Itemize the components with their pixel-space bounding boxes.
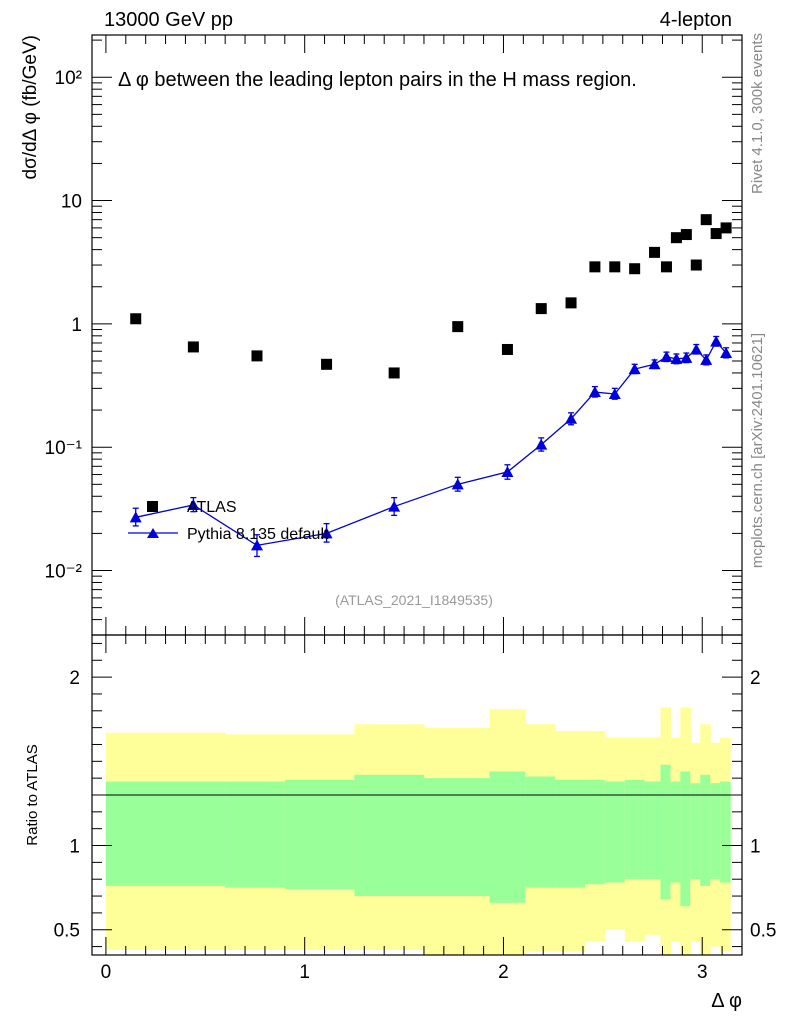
- ratio-green-band: [624, 779, 646, 880]
- y-tick-label: 10: [61, 192, 82, 213]
- ratio-tick-label-right: 1: [750, 837, 761, 858]
- ratio-green-band: [710, 783, 721, 880]
- x-tick-label: 1: [299, 962, 310, 983]
- ratio-tick-label-left: 2: [69, 668, 80, 689]
- pythia-point: [501, 465, 514, 477]
- axis-tick-labels: 0 1 2 3 10⁻² 10⁻¹ 1 10 10² 0.5 0.5 1 1 2 2: [45, 68, 777, 983]
- atlas-point: [720, 222, 732, 234]
- ratio-green-band: [225, 781, 286, 888]
- atlas-point: [670, 232, 682, 244]
- atlas-point: [690, 259, 702, 271]
- legend-atlas-label: ATLAS: [187, 499, 237, 516]
- pythia-point: [187, 498, 200, 510]
- legend-pythia-label: Pythia 8.135 default: [187, 526, 329, 543]
- ratio-tick-label-left: 0.5: [54, 921, 80, 942]
- pythia-point: [565, 412, 578, 424]
- y-axis-label: dσ/dΔ φ (fb/GeV): [20, 35, 41, 179]
- ratio-green-band: [720, 781, 731, 883]
- atlas-point: [660, 261, 672, 273]
- pythia-point: [320, 527, 333, 539]
- legend-pythia-marker: [147, 528, 159, 538]
- pythia-point: [710, 335, 723, 347]
- atlas-series: [130, 214, 732, 379]
- atlas-point: [589, 261, 601, 273]
- analysis-id: (ATLAS_2021_I1849535): [335, 592, 493, 608]
- x-tick-label: 3: [697, 962, 708, 983]
- atlas-point: [565, 297, 577, 309]
- atlas-point: [629, 263, 641, 275]
- ratio-tick-label-left: 1: [69, 837, 80, 858]
- ratio-green-band: [670, 781, 681, 883]
- ratio-bands: [105, 707, 731, 955]
- y-tick-label: 10⁻¹: [45, 438, 83, 459]
- ratio-green-band: [105, 781, 167, 886]
- ratio-tick-label-right: 2: [750, 668, 761, 689]
- atlas-point: [535, 303, 547, 315]
- atlas-point: [649, 246, 661, 258]
- rivet-label: Rivet 4.1.0, 300k events: [749, 33, 766, 194]
- ratio-green-band: [660, 764, 672, 900]
- ratio-green-band: [354, 774, 425, 897]
- ratio-green-band: [604, 781, 626, 883]
- chart-title: Δ φ between the leading lepton pairs in …: [118, 69, 637, 91]
- atlas-point: [700, 214, 712, 226]
- y-tick-label: 1: [71, 315, 82, 336]
- ratio-green-band: [700, 774, 711, 886]
- ratio-y-axis-label: Ratio to ATLAS: [24, 744, 41, 845]
- process-label: 4-lepton: [660, 9, 732, 31]
- ratio-green-band: [584, 779, 606, 885]
- energy-label: 13000 GeV pp: [104, 9, 233, 31]
- ratio-green-band: [165, 781, 226, 886]
- pythia-point: [535, 438, 548, 450]
- pythia-series: [129, 335, 733, 558]
- atlas-point: [501, 343, 513, 355]
- atlas-point: [251, 350, 263, 362]
- pythia-point: [690, 343, 703, 355]
- atlas-point: [187, 341, 199, 353]
- pythia-point: [388, 500, 401, 512]
- atlas-point: [680, 229, 692, 241]
- pythia-point: [660, 350, 673, 362]
- legend-atlas-marker: [147, 501, 158, 512]
- ratio-green-band: [284, 779, 355, 890]
- atlas-point: [388, 367, 400, 379]
- ratio-green-band: [644, 781, 662, 880]
- legend: ATLAS Pythia 8.135 default: [128, 499, 329, 543]
- x-tick-label: 2: [498, 962, 509, 983]
- pythia-point: [608, 387, 621, 399]
- pythia-point: [720, 347, 733, 359]
- pythia-point: [680, 351, 693, 363]
- y-tick-label: 10⁻²: [45, 562, 83, 583]
- pythia-point: [588, 386, 601, 398]
- atlas-point: [321, 358, 333, 370]
- mcplots-label: mcplots.cern.ch [arXiv:2401.10621]: [749, 333, 766, 568]
- atlas-point: [609, 261, 621, 273]
- pythia-point: [700, 353, 713, 365]
- ratio-green-band: [423, 778, 491, 897]
- atlas-point: [452, 321, 464, 333]
- pythia-point: [670, 352, 683, 364]
- y-tick-label: 10²: [55, 68, 82, 89]
- main-plot-frame: [91, 34, 743, 636]
- ratio-green-band: [525, 776, 556, 888]
- ratio-tick-label-right: 0.5: [750, 921, 776, 942]
- axis-ticks: [92, 35, 742, 955]
- ratio-green-band: [690, 783, 701, 880]
- ratio-green-band: [680, 771, 691, 907]
- pythia-point: [451, 478, 464, 490]
- pythia-point: [648, 358, 661, 370]
- x-tick-label: 0: [101, 962, 112, 983]
- pythia-point: [129, 511, 142, 523]
- pythia-point: [250, 539, 263, 551]
- ratio-green-band: [489, 771, 526, 903]
- atlas-point: [130, 313, 142, 325]
- pythia-point: [628, 363, 641, 375]
- atlas-point: [710, 228, 722, 240]
- ratio-green-band: [555, 779, 586, 888]
- x-axis-label: Δ φ: [711, 990, 742, 1012]
